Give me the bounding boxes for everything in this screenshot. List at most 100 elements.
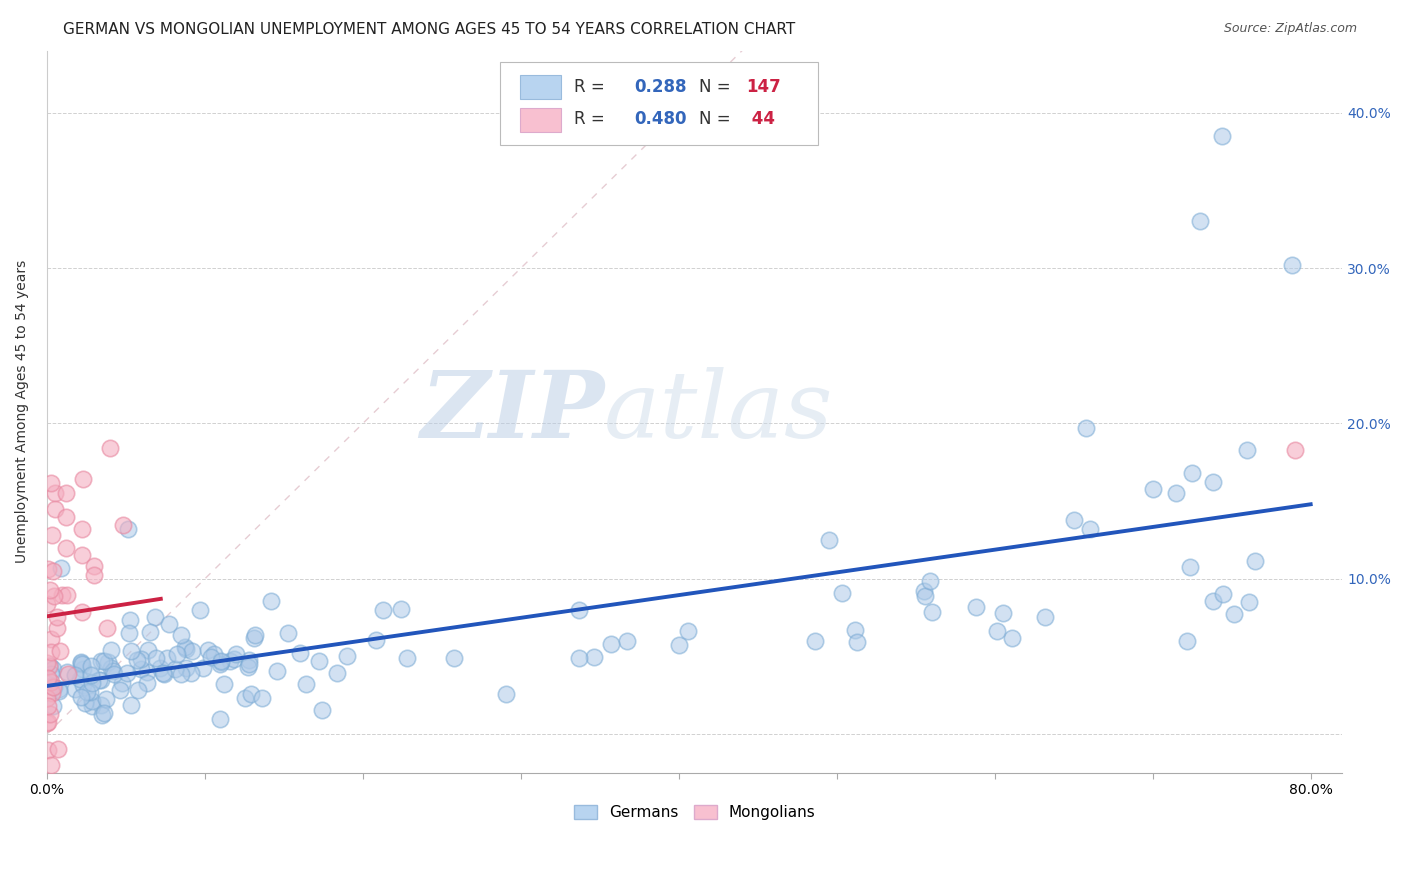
Point	[209, 712, 232, 726]
Point	[252, 691, 274, 706]
Point	[39, 644, 62, 658]
Point	[46, 610, 69, 624]
Point	[214, 677, 236, 691]
Point	[42, 564, 65, 578]
Point	[180, 665, 202, 680]
Point	[41, 667, 63, 681]
Point	[72, 472, 94, 486]
Point	[69, 656, 91, 670]
Point	[169, 666, 191, 681]
Point	[243, 632, 266, 646]
Point	[219, 654, 242, 668]
Point	[308, 654, 330, 668]
Point	[72, 678, 94, 692]
Point	[991, 606, 1014, 620]
Point	[118, 626, 141, 640]
Point	[1239, 595, 1261, 609]
Point	[127, 682, 149, 697]
Point	[39, 632, 62, 646]
Point	[583, 649, 606, 664]
Point	[37, 671, 59, 685]
Point	[42, 680, 65, 694]
Point	[79, 667, 101, 681]
Point	[41, 528, 63, 542]
Text: 0.288: 0.288	[634, 78, 686, 96]
Point	[91, 707, 114, 722]
Text: R =: R =	[574, 78, 610, 96]
Point	[83, 559, 105, 574]
Point	[111, 518, 134, 533]
Point	[108, 683, 131, 698]
Point	[921, 605, 943, 619]
Point	[136, 665, 159, 680]
Point	[396, 651, 419, 665]
Point	[93, 706, 115, 721]
Point	[986, 624, 1008, 639]
Point	[170, 628, 193, 642]
Point	[63, 681, 86, 696]
Point	[156, 651, 179, 665]
Point	[311, 703, 333, 717]
Point	[69, 656, 91, 670]
Point	[965, 599, 987, 614]
Point	[197, 643, 219, 657]
Point	[131, 662, 153, 676]
Point	[44, 486, 66, 500]
Text: N =: N =	[699, 111, 735, 128]
Point	[70, 657, 93, 671]
Point	[145, 651, 167, 665]
Point	[202, 647, 225, 661]
Point	[120, 643, 142, 657]
Point	[127, 653, 149, 667]
Point	[1001, 631, 1024, 645]
Point	[39, 679, 62, 693]
Point	[115, 666, 138, 681]
Point	[1033, 610, 1056, 624]
Point	[266, 664, 288, 678]
Point	[42, 699, 65, 714]
Point	[44, 681, 66, 695]
Point	[56, 666, 79, 681]
Text: Source: ZipAtlas.com: Source: ZipAtlas.com	[1223, 22, 1357, 36]
Point	[41, 662, 63, 676]
Point	[831, 585, 853, 599]
Point	[152, 665, 174, 680]
Point	[495, 687, 517, 701]
Point	[76, 685, 98, 699]
Point	[166, 647, 188, 661]
FancyBboxPatch shape	[520, 75, 561, 99]
Point	[70, 690, 93, 705]
Point	[804, 634, 827, 648]
Point	[48, 682, 70, 697]
Point	[668, 638, 690, 652]
Text: atlas: atlas	[605, 367, 834, 457]
Point	[100, 661, 122, 675]
Point	[174, 660, 197, 674]
Point	[37, 743, 59, 757]
Point	[371, 602, 394, 616]
Point	[90, 698, 112, 712]
Point	[55, 509, 77, 524]
Point	[295, 677, 318, 691]
Point	[49, 561, 72, 575]
Point	[188, 603, 211, 617]
Point	[200, 649, 222, 664]
Point	[37, 714, 59, 729]
Point	[1281, 258, 1303, 272]
Point	[181, 644, 204, 658]
Y-axis label: Unemployment Among Ages 45 to 54 years: Unemployment Among Ages 45 to 54 years	[15, 260, 30, 564]
FancyBboxPatch shape	[520, 109, 561, 132]
Point	[39, 476, 62, 491]
Point	[914, 589, 936, 603]
Text: GERMAN VS MONGOLIAN UNEMPLOYMENT AMONG AGES 45 TO 54 YEARS CORRELATION CHART: GERMAN VS MONGOLIAN UNEMPLOYMENT AMONG A…	[63, 22, 796, 37]
Point	[90, 654, 112, 668]
Point	[139, 624, 162, 639]
Point	[243, 627, 266, 641]
Point	[37, 698, 59, 713]
Point	[1202, 475, 1225, 490]
Point	[82, 699, 104, 714]
Point	[55, 541, 77, 556]
Point	[37, 561, 59, 575]
Point	[1223, 607, 1246, 621]
Point	[90, 673, 112, 687]
